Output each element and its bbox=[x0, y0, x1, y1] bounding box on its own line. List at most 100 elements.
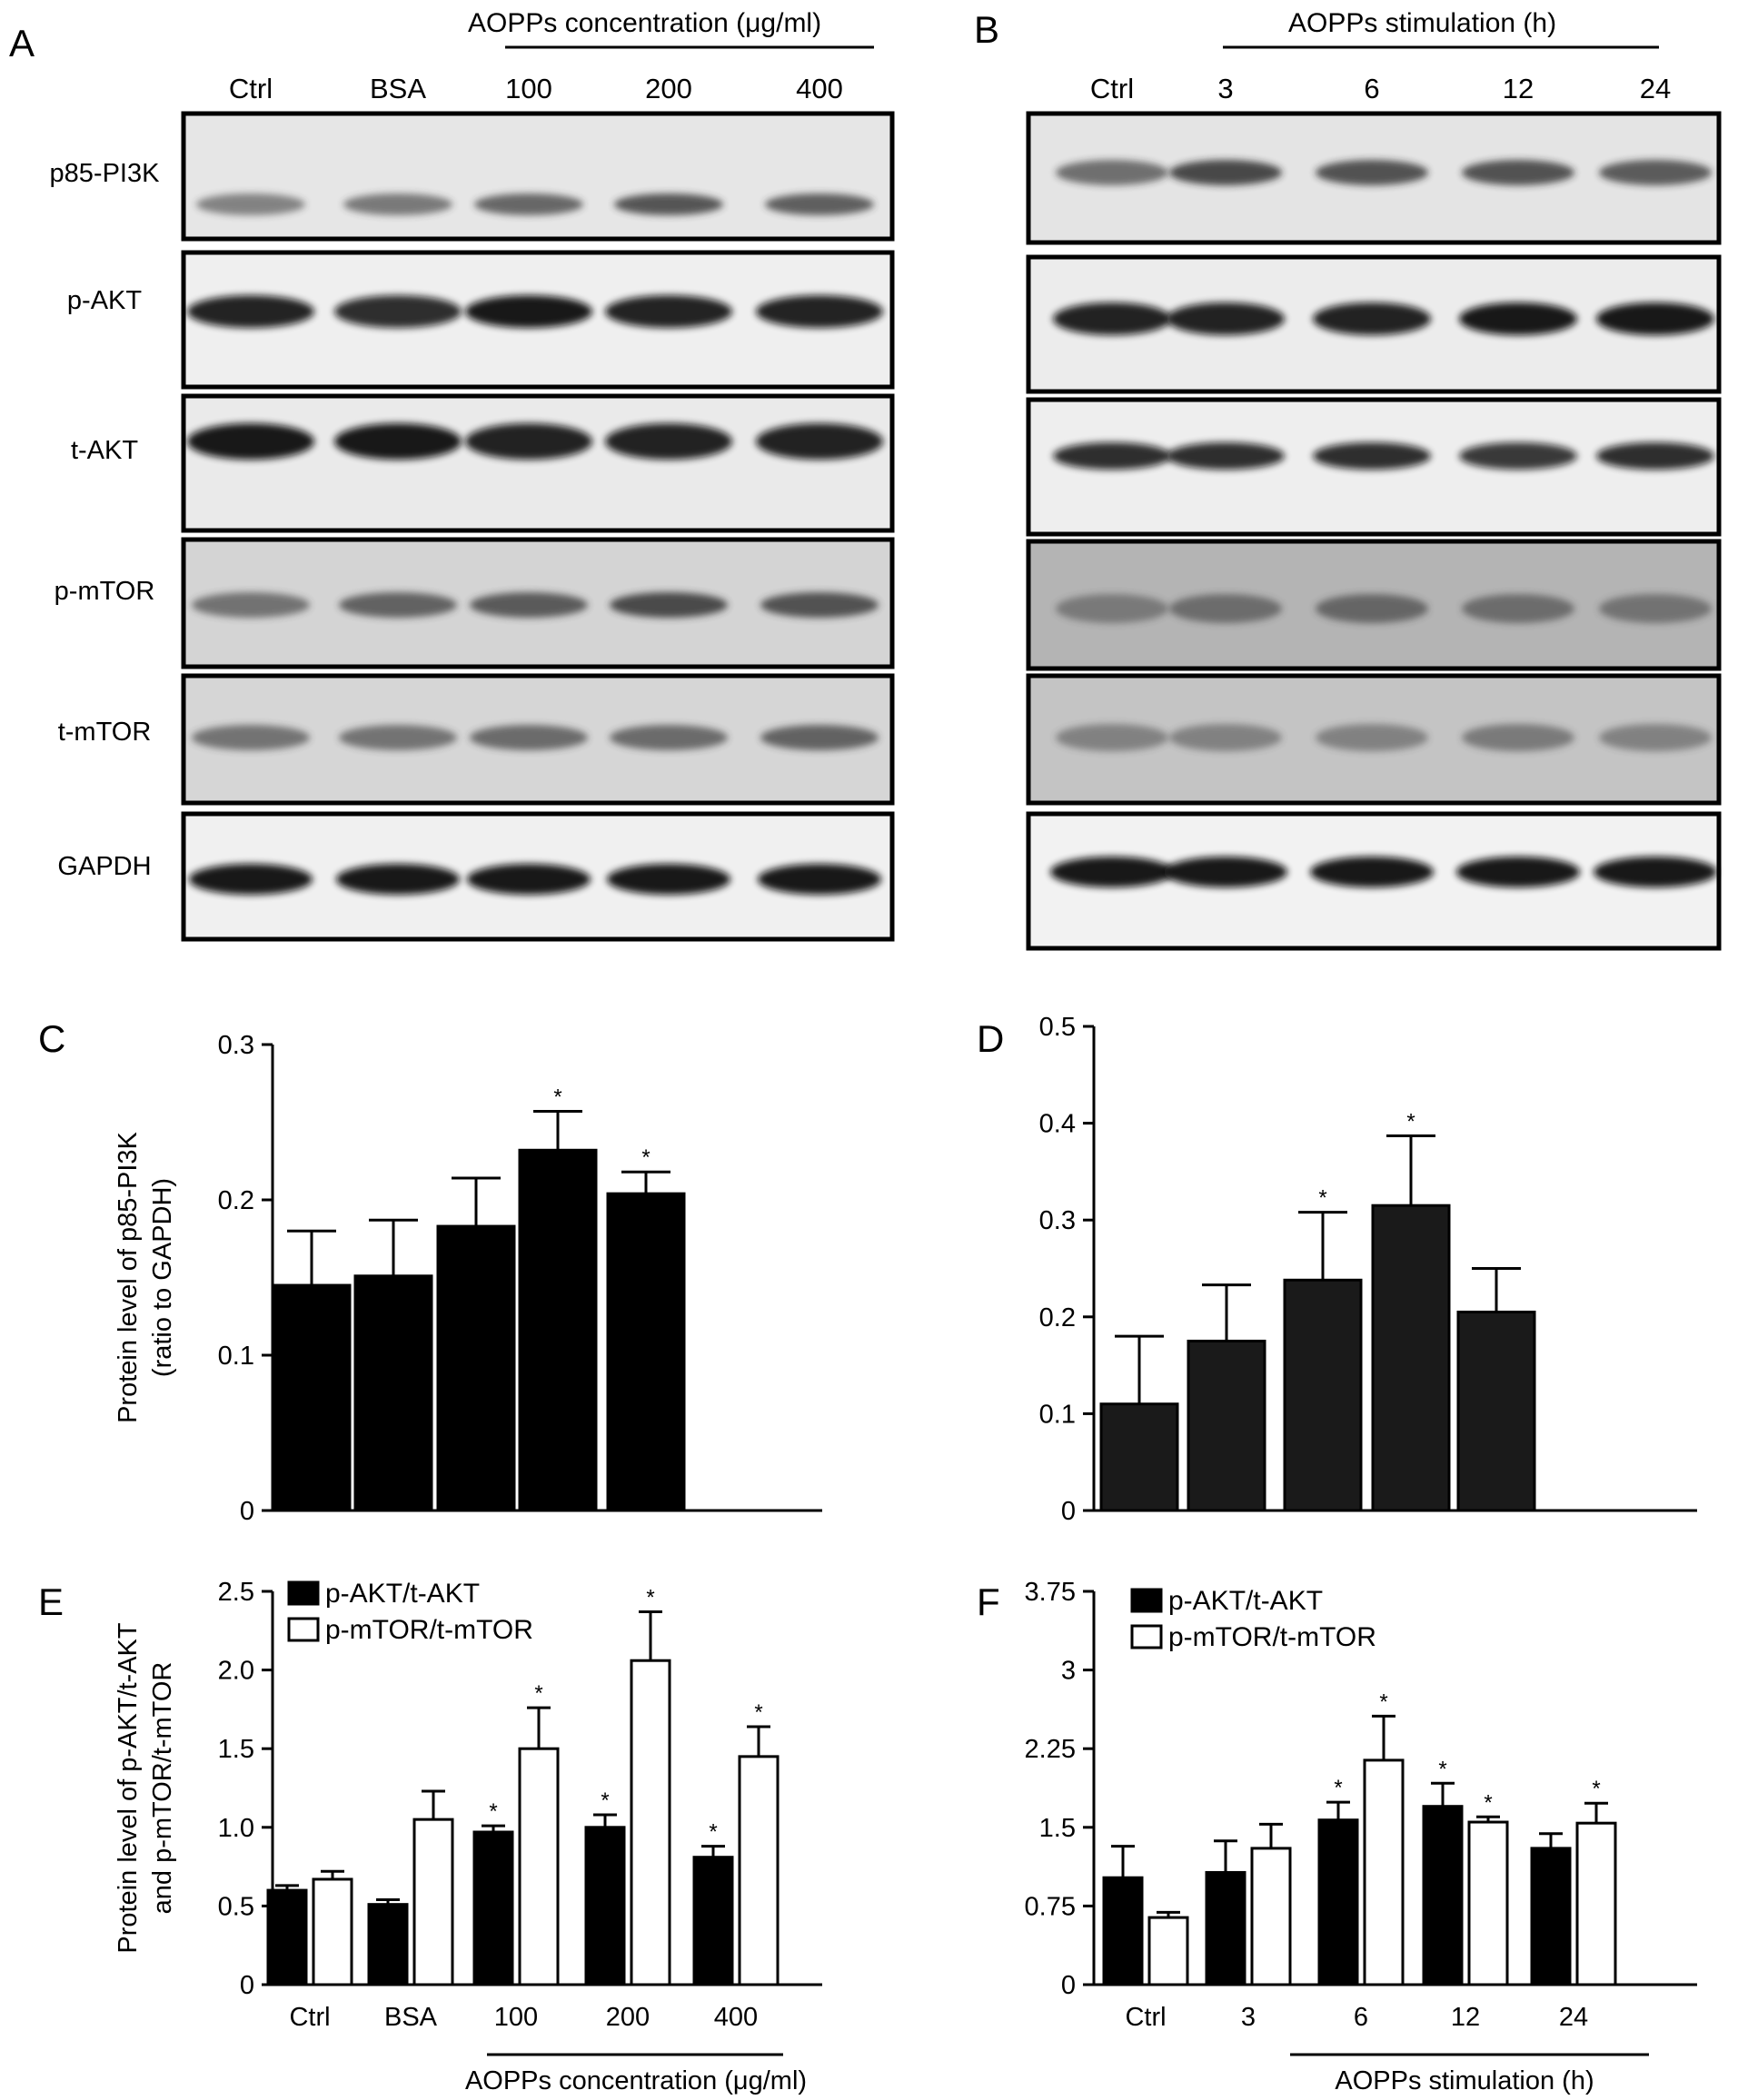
blot-band bbox=[1599, 594, 1712, 623]
blot-band bbox=[760, 592, 879, 618]
significance-star: * bbox=[709, 1820, 717, 1845]
legend-label: p-mTOR/t-mTOR bbox=[325, 1615, 533, 1645]
panel-b-letter: B bbox=[974, 8, 999, 51]
blot-band bbox=[339, 725, 457, 750]
blot-band bbox=[1594, 857, 1717, 887]
blot-band bbox=[1167, 302, 1285, 335]
row-label: p-AKT bbox=[67, 286, 142, 315]
y-tick-label: 2.5 bbox=[218, 1578, 254, 1607]
bar bbox=[436, 1224, 516, 1512]
y-tick-label: 0.2 bbox=[218, 1186, 254, 1215]
bar bbox=[1102, 1876, 1144, 1986]
blot-band bbox=[756, 423, 883, 460]
blot-band bbox=[758, 864, 881, 895]
bar bbox=[584, 1826, 626, 1986]
blot-band bbox=[614, 193, 723, 215]
blot-band bbox=[607, 864, 730, 895]
blot-band bbox=[1056, 594, 1168, 623]
blot-band bbox=[1164, 857, 1287, 887]
blot-band bbox=[465, 295, 592, 328]
panel-c-letter: C bbox=[38, 1017, 65, 1060]
x-tick-label: 6 bbox=[1354, 2003, 1368, 2032]
blot-band bbox=[336, 864, 460, 895]
lane-label: 6 bbox=[1364, 73, 1379, 104]
y-tick-label: 0.2 bbox=[1039, 1303, 1076, 1332]
y-tick-label: 0.75 bbox=[1025, 1892, 1076, 1921]
y-axis-label-line: and p-mTOR/t-mTOR bbox=[148, 1662, 177, 1915]
legend-label: p-AKT/t-AKT bbox=[1168, 1586, 1323, 1616]
x-tick-label: BSA bbox=[384, 2003, 438, 2032]
blot-band bbox=[605, 423, 732, 460]
significance-star: * bbox=[601, 1788, 609, 1813]
y-tick-label: 2.25 bbox=[1025, 1735, 1076, 1764]
y-tick-label: 0.5 bbox=[1039, 1013, 1076, 1042]
row-label: p85-PI3K bbox=[50, 159, 161, 188]
blot-band bbox=[1316, 594, 1428, 623]
significance-star: * bbox=[1438, 1757, 1446, 1781]
blot-band bbox=[1056, 160, 1168, 185]
blot-band bbox=[1596, 302, 1714, 335]
blot-band bbox=[1459, 442, 1577, 470]
lane-label: 3 bbox=[1217, 73, 1233, 104]
significance-star: * bbox=[1318, 1186, 1326, 1211]
blot-band bbox=[1310, 857, 1434, 887]
bar bbox=[312, 1877, 353, 1986]
panel-a-row-labels: p85-PI3K p-AKT t-AKT p-mTOR t-mTOR GAPDH bbox=[50, 159, 161, 881]
x-axis-label: AOPPs concentration (μg/ml) bbox=[465, 2066, 807, 2095]
y-axis-label-line: Protein level of p85-PI3K bbox=[114, 1131, 143, 1422]
lane-label: 200 bbox=[645, 73, 692, 104]
bar bbox=[692, 1856, 734, 1986]
panel-b-header: AOPPs stimulation (h) bbox=[1288, 8, 1556, 38]
panel-d-letter: D bbox=[977, 1017, 1004, 1060]
significance-star: * bbox=[1379, 1689, 1387, 1714]
blot-band bbox=[756, 295, 883, 328]
bar bbox=[1147, 1916, 1189, 1986]
significance-star: * bbox=[1484, 1790, 1492, 1815]
blot-frame bbox=[181, 393, 895, 533]
blot-band bbox=[470, 725, 588, 750]
y-tick-label: 2.0 bbox=[218, 1657, 254, 1686]
y-tick-label: 0.1 bbox=[218, 1342, 254, 1371]
y-tick-label: 3 bbox=[1061, 1657, 1076, 1686]
lane-label: 12 bbox=[1503, 73, 1534, 104]
x-tick-label: 24 bbox=[1559, 2003, 1588, 2032]
blot-band bbox=[1316, 724, 1428, 751]
bar bbox=[1371, 1204, 1451, 1512]
blot-band bbox=[760, 725, 879, 750]
lane-label: 100 bbox=[505, 73, 552, 104]
y-tick-label: 0 bbox=[1061, 1971, 1076, 2000]
bar bbox=[367, 1903, 409, 1986]
blot-band bbox=[192, 592, 310, 618]
panel-c-chart: 0 0.1 0.2 0.3 Protein level of p85-PI3K (rati… bbox=[114, 1031, 822, 1526]
bar bbox=[1467, 1820, 1509, 1986]
y-tick-label: 0 bbox=[240, 1971, 254, 2000]
blot-band bbox=[334, 423, 462, 460]
y-axis-label: Protein level of p-AKT/t-AKT and p-mTOR/t… bbox=[114, 1622, 177, 1954]
significance-star: * bbox=[1592, 1777, 1600, 1801]
legend-swatch bbox=[287, 1617, 320, 1642]
y-axis-label-line: Protein level of p-AKT/t-AKT bbox=[114, 1622, 143, 1954]
bar bbox=[1575, 1821, 1617, 1986]
y-tick-label: 3.75 bbox=[1025, 1578, 1076, 1607]
panel-f-letter: F bbox=[977, 1580, 1000, 1623]
significance-star: * bbox=[641, 1145, 650, 1170]
lane-label: 400 bbox=[796, 73, 843, 104]
blot-band bbox=[1599, 724, 1712, 751]
y-tick-label: 0.3 bbox=[1039, 1206, 1076, 1235]
y-tick-label: 0.3 bbox=[218, 1031, 254, 1060]
blot-band bbox=[1169, 594, 1282, 623]
bar bbox=[630, 1659, 671, 1986]
bar bbox=[1250, 1847, 1292, 1986]
panel-d-chart: 0 0.1 0.2 0.3 0.4 0.5 * * bbox=[1039, 1013, 1697, 1526]
y-tick-label: 0.1 bbox=[1039, 1400, 1076, 1429]
blot-band bbox=[1596, 442, 1714, 470]
blot-band bbox=[1459, 302, 1577, 335]
blot-band bbox=[192, 725, 310, 750]
blot-band bbox=[765, 193, 874, 215]
bar bbox=[1317, 1818, 1359, 1986]
significance-star: * bbox=[489, 1799, 497, 1824]
y-tick-label: 0.4 bbox=[1039, 1110, 1076, 1139]
blot-band bbox=[1169, 724, 1282, 751]
y-tick-label: 1.5 bbox=[1039, 1814, 1076, 1843]
